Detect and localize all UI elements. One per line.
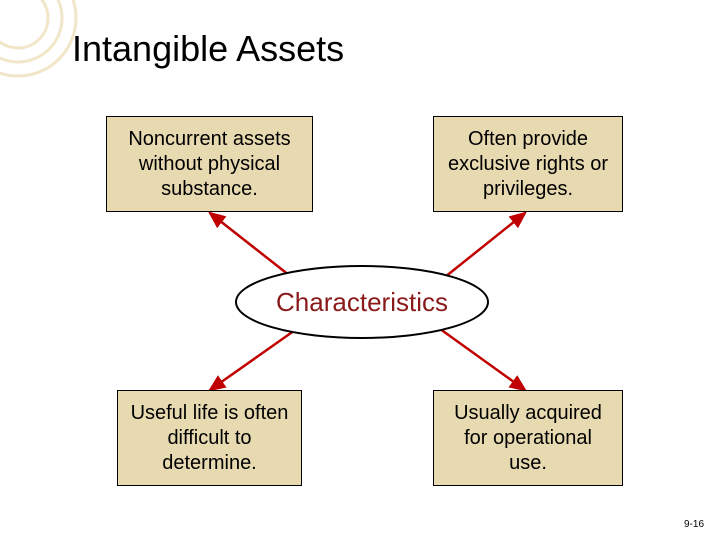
slide: Intangible Assets Noncurrent assets with… — [0, 0, 720, 540]
center-ellipse-icon — [0, 0, 720, 540]
center-label: Characteristics — [236, 287, 488, 318]
center-label-text: Characteristics — [276, 287, 448, 317]
page-footer: 9-16 — [684, 519, 704, 530]
